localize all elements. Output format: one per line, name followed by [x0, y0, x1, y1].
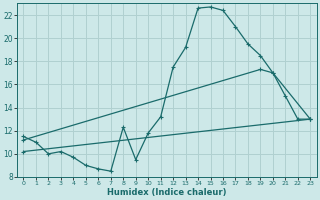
X-axis label: Humidex (Indice chaleur): Humidex (Indice chaleur) — [107, 188, 227, 197]
